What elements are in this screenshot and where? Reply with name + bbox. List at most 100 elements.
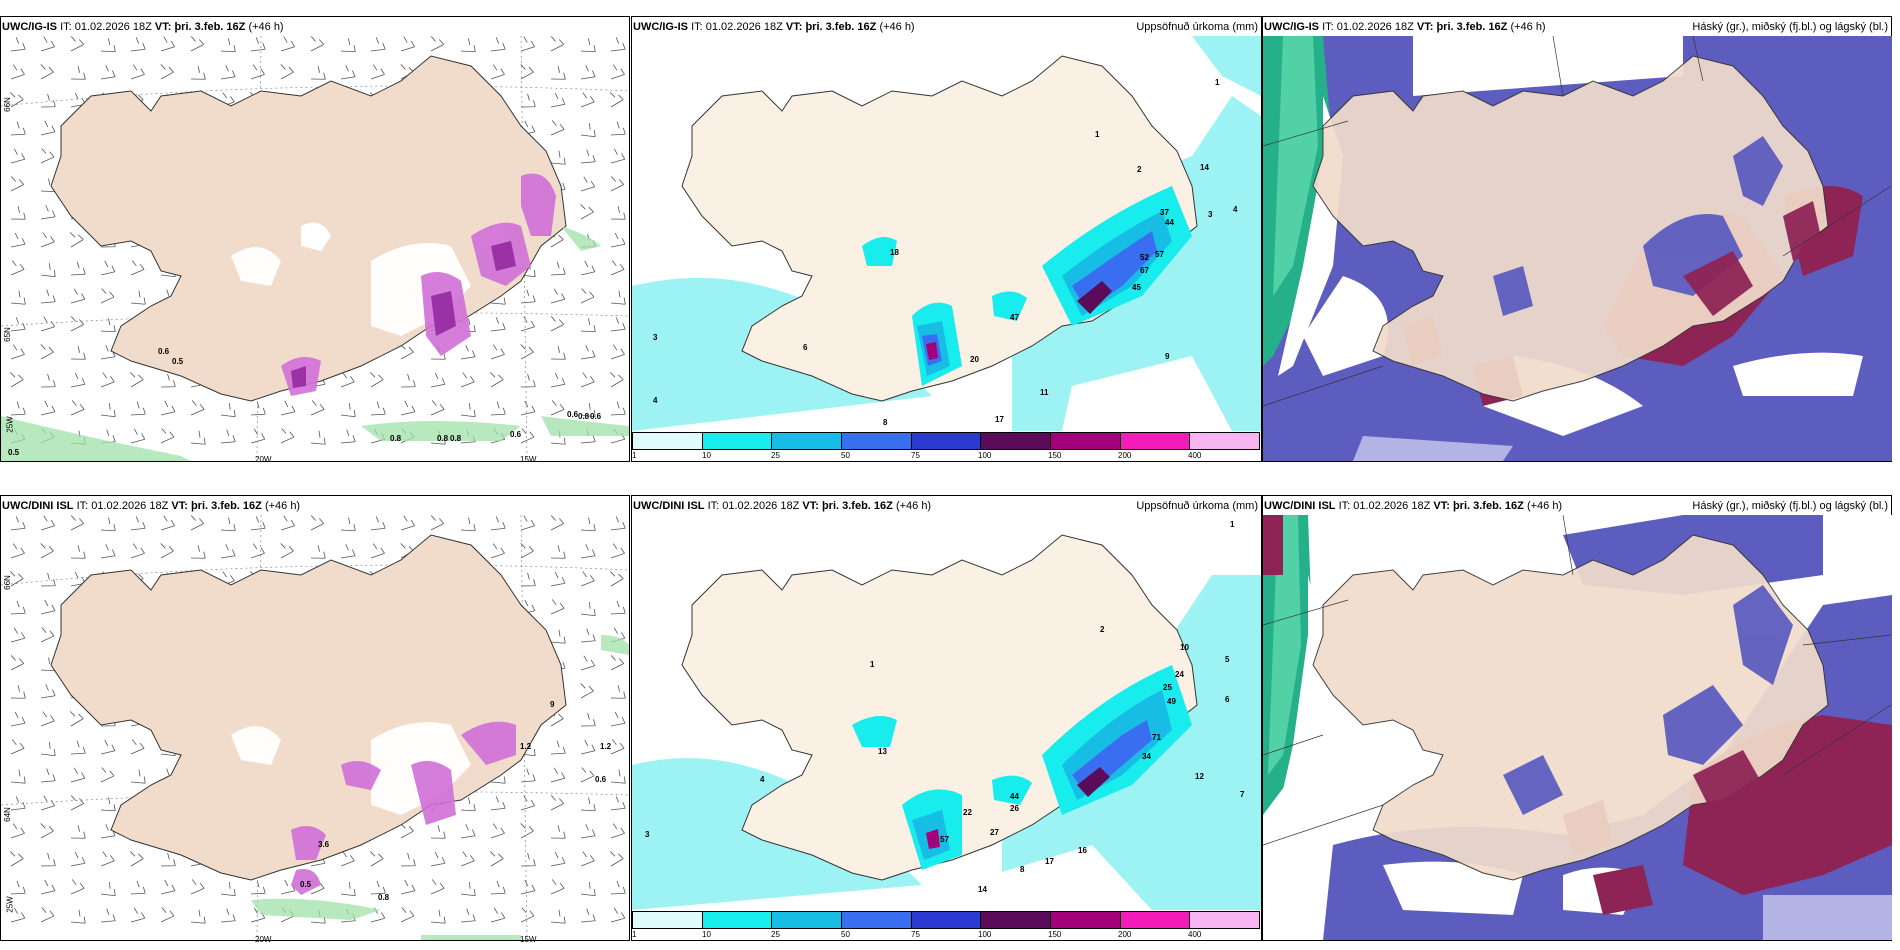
cloud-title: Háský (gr.), miðský (fj.bl.) og lágský (… [1692, 21, 1888, 33]
wind-barb [70, 909, 86, 924]
wind-barb [130, 401, 146, 416]
wind-barb [430, 515, 445, 531]
wind-barb [40, 515, 56, 531]
wind-barb [10, 344, 25, 360]
wind-barb [70, 316, 85, 332]
wind-barb [130, 880, 146, 895]
wind-barb [10, 685, 26, 699]
wind-barb [250, 401, 266, 416]
wind-barb [340, 372, 355, 388]
wind-barb [580, 260, 596, 276]
wind-barb [550, 316, 565, 332]
wind-barb [580, 739, 596, 755]
wind-barb [550, 288, 566, 304]
wind-barb [580, 123, 596, 138]
wind-barb [550, 92, 566, 108]
wind-barb [550, 150, 566, 165]
wind-barb [40, 205, 56, 220]
panel-header-precip-row2: UWC/DINI ISL IT: 01.02.2026 18Z VT: þri.… [633, 500, 1258, 512]
panel-header-wind-row1: UWC/IG-IS IT: 01.02.2026 18Z VT: þri. 3.… [2, 21, 284, 33]
wind-barb [550, 120, 565, 136]
wind-barb [40, 823, 54, 839]
wind-barb [100, 288, 115, 304]
wind-barb [580, 797, 596, 812]
wind-barb [10, 232, 26, 248]
colorbar-swatch [1051, 433, 1121, 449]
wind-barb [490, 64, 505, 80]
wind-barb [610, 769, 626, 784]
wind-barb [520, 852, 536, 867]
wind-barb [610, 64, 625, 80]
wind-barb [10, 290, 26, 305]
wind-barb [70, 515, 85, 531]
wind-barb [370, 543, 385, 559]
wind-barb [400, 373, 416, 388]
wind-barb [310, 66, 326, 80]
wind-barb [610, 685, 626, 699]
wind-barb [460, 824, 476, 839]
wind-barb [490, 37, 506, 52]
wind-barb [70, 372, 86, 388]
wind-barb [160, 515, 176, 531]
wind-barb [10, 796, 26, 811]
wind-barb [609, 851, 624, 867]
wind-barb [130, 769, 146, 784]
wind-barb [190, 545, 206, 559]
wind-barb [40, 852, 56, 867]
wind-barb [580, 372, 595, 388]
wind-barb [400, 852, 416, 867]
wind-barb [430, 400, 445, 416]
wind-barb [310, 430, 326, 445]
wind-barb [610, 543, 625, 559]
wind-barb [610, 401, 626, 416]
wind-barb [610, 121, 626, 136]
wind-barb [490, 796, 506, 811]
wind-barb [280, 64, 294, 80]
wind-barb [10, 627, 26, 643]
colorbar-swatch [981, 912, 1052, 928]
wind-barb [490, 823, 505, 839]
wind-barb [430, 825, 446, 839]
wind-barb [490, 401, 506, 416]
wind-barb [520, 289, 536, 304]
wind-barb [130, 428, 146, 444]
wind-barb [40, 36, 56, 52]
wind-barb [580, 318, 596, 333]
wind-barb [10, 516, 26, 531]
wind-barb [609, 571, 624, 587]
wind-barb [280, 400, 296, 416]
wind-barb [250, 516, 266, 531]
wind-barb [160, 907, 175, 923]
wind-map-row2 [1, 515, 629, 940]
precip-colorbar-row1 [632, 432, 1260, 450]
wind-barb [310, 515, 325, 531]
wind-barb [40, 572, 56, 587]
wind-barb [310, 545, 326, 559]
wind-barb [460, 797, 476, 812]
wind-barb [10, 711, 26, 727]
wind-barb [9, 92, 24, 108]
wind-barb [10, 880, 26, 895]
wind-barb [40, 711, 55, 727]
wind-barb [280, 428, 295, 444]
wind-barb [40, 120, 56, 136]
wind-barb [580, 517, 596, 532]
colorbar-swatch [842, 912, 912, 928]
wind-barb [130, 543, 145, 559]
wind-barb [130, 37, 146, 52]
wind-barb [100, 739, 116, 755]
wind-barb [160, 428, 175, 444]
wind-barb [580, 655, 596, 671]
wind-barb [70, 825, 86, 839]
wind-barb [40, 373, 56, 388]
wind-barb [250, 543, 265, 559]
wind-barb [70, 346, 86, 360]
wind-barb [550, 909, 566, 924]
wind-barb [489, 851, 504, 867]
wind-barb [610, 148, 626, 164]
wind-barb [70, 795, 85, 811]
wind-barb [220, 65, 236, 80]
wind-barb [520, 879, 536, 895]
wind-barb [400, 907, 415, 923]
wind-barb [610, 176, 625, 192]
